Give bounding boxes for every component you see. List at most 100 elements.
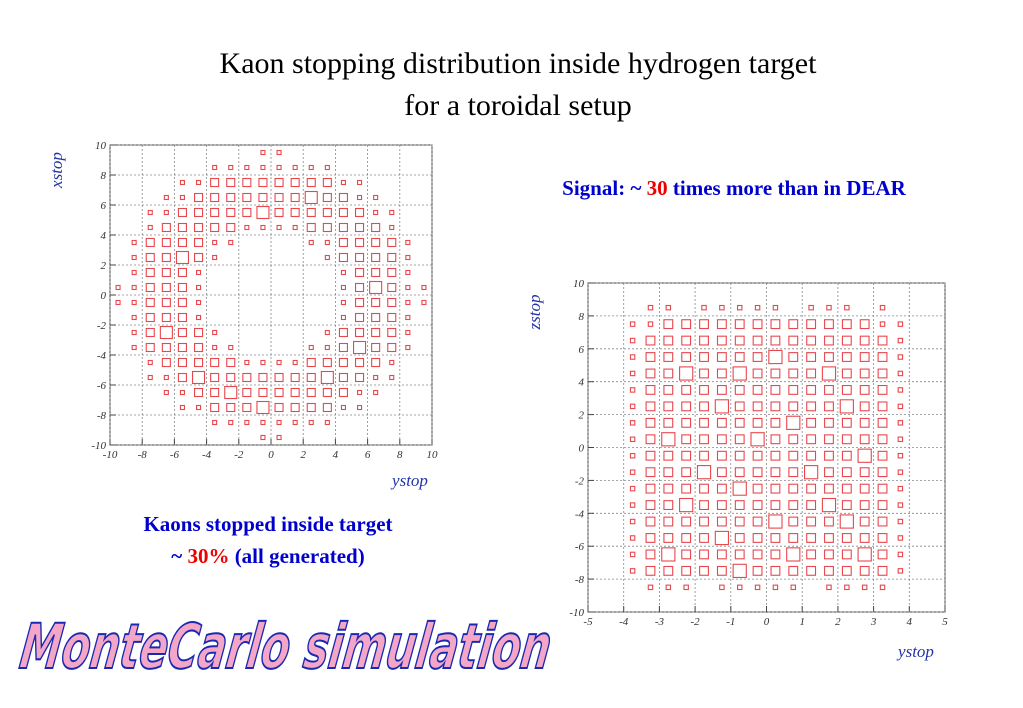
box bbox=[665, 584, 672, 591]
box bbox=[681, 483, 692, 494]
box bbox=[897, 420, 904, 426]
box bbox=[859, 467, 870, 478]
box bbox=[859, 483, 870, 494]
box bbox=[788, 384, 799, 395]
box bbox=[681, 450, 692, 461]
box bbox=[824, 549, 834, 560]
y-axis-title: xstop bbox=[47, 152, 66, 189]
box bbox=[371, 357, 381, 368]
box bbox=[356, 389, 363, 396]
box bbox=[897, 354, 904, 360]
box bbox=[770, 549, 781, 560]
box bbox=[131, 269, 137, 276]
box bbox=[770, 450, 781, 461]
box bbox=[877, 434, 888, 445]
y-tick-label: 8 bbox=[579, 311, 585, 323]
title-line: for a toroidal setup bbox=[404, 89, 631, 122]
box bbox=[790, 584, 797, 591]
box bbox=[681, 533, 692, 543]
x-axis-title: ystop bbox=[390, 471, 428, 490]
box bbox=[322, 177, 332, 188]
box bbox=[859, 319, 870, 330]
box bbox=[228, 419, 234, 426]
box bbox=[806, 516, 817, 527]
x-tick-label: 5 bbox=[942, 616, 948, 628]
box bbox=[877, 467, 888, 478]
box bbox=[387, 252, 397, 263]
box bbox=[877, 549, 888, 560]
box bbox=[354, 222, 365, 233]
box bbox=[629, 502, 636, 508]
box bbox=[629, 452, 636, 459]
box bbox=[716, 335, 727, 346]
box bbox=[290, 402, 300, 413]
box bbox=[177, 342, 187, 353]
box bbox=[701, 304, 707, 311]
box bbox=[161, 312, 171, 323]
signal-text: times more than in DEAR bbox=[673, 176, 907, 200]
box bbox=[194, 342, 204, 353]
box bbox=[681, 319, 692, 330]
box bbox=[274, 192, 284, 203]
box bbox=[629, 403, 636, 410]
box bbox=[897, 387, 904, 393]
box bbox=[841, 450, 852, 461]
box bbox=[387, 312, 397, 323]
box bbox=[645, 533, 656, 543]
signal-note: Signal: ~ 30 times more than in DEAR bbox=[562, 176, 906, 200]
x-tick-label: -3 bbox=[655, 616, 665, 628]
box bbox=[356, 179, 363, 186]
box bbox=[629, 321, 636, 327]
box bbox=[841, 533, 852, 543]
box bbox=[699, 319, 709, 330]
box bbox=[716, 434, 727, 445]
box bbox=[877, 533, 888, 543]
box bbox=[645, 516, 656, 527]
box bbox=[338, 237, 349, 248]
box bbox=[859, 500, 870, 511]
box bbox=[716, 500, 727, 511]
box bbox=[258, 372, 268, 383]
box bbox=[244, 224, 250, 231]
box bbox=[196, 179, 202, 186]
x-tick-label: -10 bbox=[103, 449, 118, 461]
box bbox=[824, 384, 834, 395]
box bbox=[387, 282, 397, 293]
box bbox=[320, 370, 334, 385]
box bbox=[770, 434, 781, 445]
box bbox=[663, 352, 674, 362]
box bbox=[826, 584, 832, 591]
box bbox=[821, 497, 837, 513]
box bbox=[324, 164, 330, 171]
box bbox=[770, 401, 781, 412]
box bbox=[716, 549, 727, 560]
x-tick-label: -8 bbox=[138, 449, 148, 461]
box bbox=[716, 384, 727, 395]
box bbox=[194, 237, 204, 248]
box bbox=[770, 319, 781, 330]
box bbox=[260, 419, 266, 426]
box bbox=[196, 299, 202, 306]
box bbox=[340, 299, 347, 306]
box bbox=[734, 500, 745, 511]
box bbox=[242, 402, 252, 413]
box bbox=[242, 207, 252, 218]
box bbox=[175, 250, 189, 265]
box bbox=[897, 370, 904, 377]
box bbox=[340, 314, 347, 321]
box bbox=[716, 516, 727, 527]
box bbox=[824, 516, 834, 527]
box bbox=[716, 565, 727, 576]
box bbox=[645, 335, 656, 346]
box bbox=[161, 237, 171, 248]
box bbox=[861, 584, 868, 591]
box bbox=[786, 547, 801, 562]
x-tick-label: 10 bbox=[427, 449, 439, 461]
box bbox=[276, 149, 282, 156]
box bbox=[629, 337, 636, 344]
box bbox=[258, 192, 268, 203]
box bbox=[304, 190, 318, 205]
box bbox=[405, 254, 411, 261]
box bbox=[389, 209, 395, 216]
box bbox=[859, 434, 870, 445]
